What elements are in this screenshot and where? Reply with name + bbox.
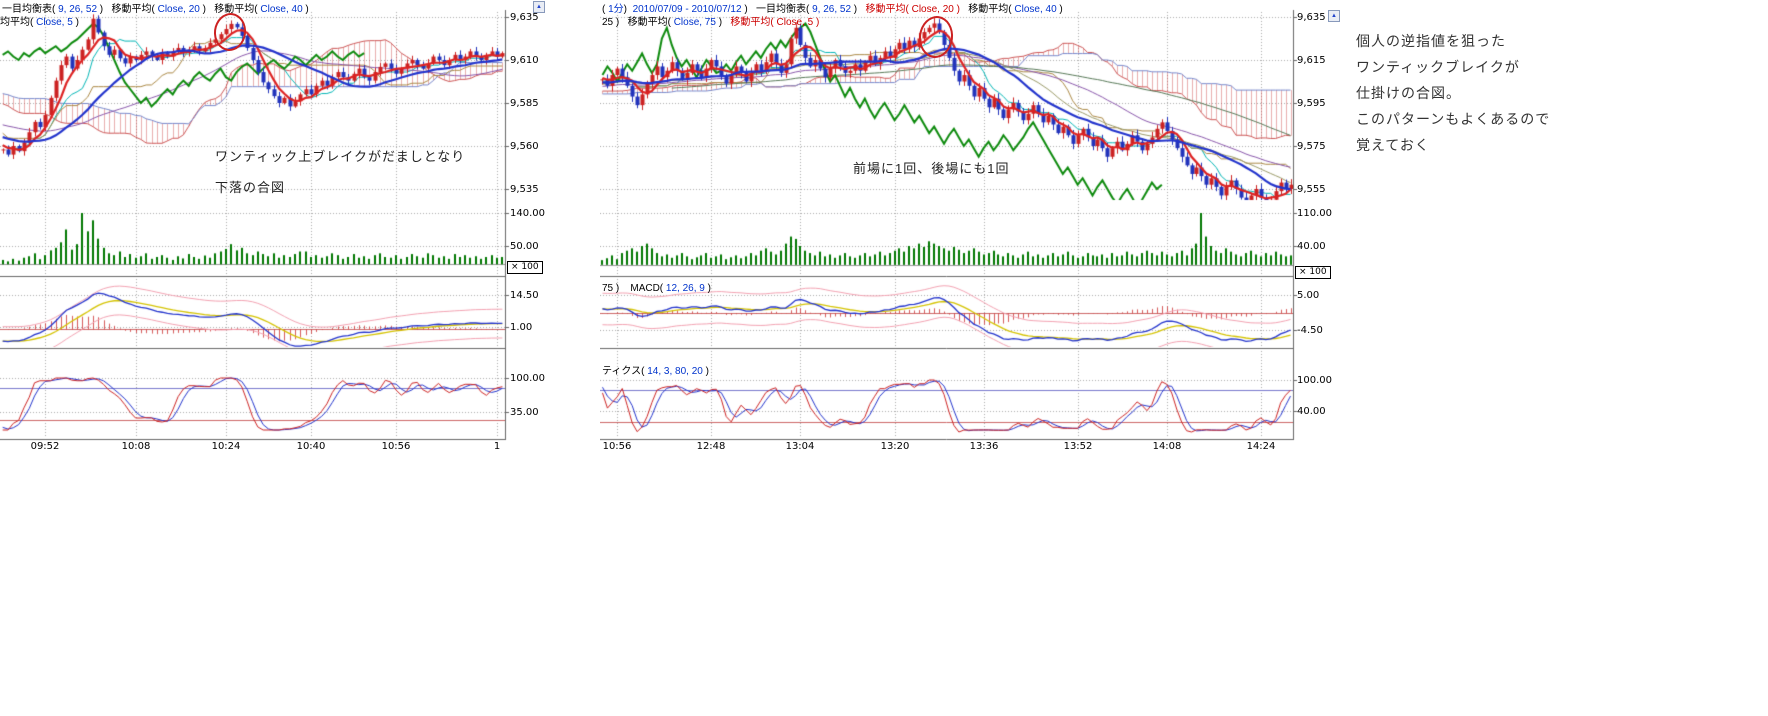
header-segment: )	[702, 366, 709, 377]
stoch-axis-label: 35.00	[510, 407, 539, 418]
header-segment: 移動平均(	[214, 4, 261, 15]
time-axis-label: 1	[493, 441, 501, 452]
volume-axis-label: 50.00	[510, 241, 539, 252]
header-segment: )	[623, 4, 633, 15]
chart-annotation: ワンティック上ブレイクがだましとなり	[215, 149, 466, 164]
header-segment: (	[602, 4, 609, 15]
header-segment: 移動平均(	[968, 4, 1015, 15]
header-segment: 一目均衡表(	[756, 4, 813, 15]
volume-axis-label: 40.00	[1297, 241, 1326, 252]
time-axis-label: 09:52	[30, 441, 60, 452]
header-segment: )	[302, 4, 309, 15]
header-segment: )	[97, 4, 112, 15]
candlestick-chart-canvas[interactable]	[0, 0, 545, 460]
volume-unit-badge: × 100	[507, 261, 543, 274]
header-segment: Close, 75	[673, 17, 716, 28]
header-segment: ティクス(	[602, 366, 648, 377]
volume-axis-label: 140.00	[510, 208, 545, 219]
price-axis-label: 9,635	[510, 12, 539, 23]
price-axis-label: 9,560	[510, 141, 539, 152]
memo-line: 個人の逆指値を狙った	[1356, 33, 1506, 49]
header-segment: )	[741, 4, 756, 15]
candlestick-chart-canvas[interactable]	[600, 0, 1340, 460]
header-segment: )	[199, 4, 215, 15]
price-axis-label: 9,535	[510, 184, 539, 195]
header-segment: )	[1056, 4, 1063, 15]
time-axis-label: 12:48	[696, 441, 726, 452]
volume-unit-badge: × 100	[1295, 266, 1331, 279]
time-axis-label: 13:20	[880, 441, 910, 452]
header-segment: 移動平均( Close, 20 )	[865, 4, 960, 15]
header-segment: )	[851, 4, 866, 15]
scroll-up-icon[interactable]: ▲	[1328, 10, 1340, 22]
chart-annotation: 下落の合図	[215, 180, 286, 195]
chart-annotation: 前場に1回、後場にも1回	[853, 161, 1010, 176]
header-segment: 25 )	[602, 17, 628, 28]
price-axis-label: 9,635	[1297, 12, 1326, 23]
chart-panel-left: 9,635 9,610 9,585 9,560 9,535 140.00 50.00 14.5…	[0, 0, 545, 462]
header-segment: 移動平均(	[627, 17, 674, 28]
time-axis-label: 14:08	[1152, 441, 1182, 452]
header-segment: Close, 40	[260, 4, 303, 15]
header-segment: 2010/07/09 - 2010/07/12	[632, 4, 742, 15]
header-segment: 一目均衡表(	[2, 4, 59, 15]
time-axis-label: 13:36	[969, 441, 999, 452]
time-axis-label: 10:08	[121, 441, 151, 452]
memo-note: 個人の逆指値を狙った ワンティックブレイクが 仕掛けの合図。 このパターンもよく…	[1356, 28, 1550, 158]
header-segment: 9, 26, 52	[58, 4, 98, 15]
stochastic-header: ティクス( 14, 3, 80, 20 )	[602, 362, 709, 377]
indicator-header-line1: ( 1分) 2010/07/09 - 2010/07/12 ) 一目均衡表( 9…	[602, 0, 1063, 15]
indicator-header-line1: 一目均衡表( 9, 26, 52 ) 移動平均( Close, 20 ) 移動平…	[2, 0, 309, 15]
chart-panel-right: 9,635 9,615 9,595 9,575 9,555 110.00 40.00 5.00…	[600, 0, 1340, 462]
header-segment: 1分	[608, 4, 624, 15]
header-segment: 75 )	[602, 283, 631, 294]
indicator-header-line2: 25 ) 移動平均( Close, 75 ) 移動平均( Close, 5 )	[602, 13, 819, 28]
header-segment: Close, 40	[1014, 4, 1057, 15]
header-segment: 移動平均( Close, 5 )	[730, 17, 820, 28]
header-segment: 移動平均(	[111, 4, 158, 15]
stoch-axis-label: 100.00	[1297, 375, 1332, 386]
volume-axis-label: 110.00	[1297, 208, 1332, 219]
header-segment: 12, 26, 9	[665, 283, 705, 294]
stoch-axis-label: 40.00	[1297, 406, 1326, 417]
header-segment: 均平均(	[0, 17, 37, 28]
price-axis-label: 9,610	[510, 55, 539, 66]
time-axis-label: 14:24	[1246, 441, 1276, 452]
memo-line: ワンティックブレイクが	[1356, 59, 1520, 75]
macd-axis-label: 14.50	[510, 290, 539, 301]
header-segment: 14, 3, 80, 20	[647, 366, 703, 377]
header-segment: )	[715, 17, 731, 28]
header-segment: )	[72, 17, 79, 28]
header-segment: Close, 5	[36, 17, 73, 28]
time-axis-label: 13:52	[1063, 441, 1093, 452]
price-axis-label: 9,615	[1297, 55, 1326, 66]
macd-header: 75 ) MACD( 12, 26, 9 )	[602, 283, 711, 294]
time-axis-label: 10:24	[211, 441, 241, 452]
price-axis-label: 9,585	[510, 98, 539, 109]
memo-line: 覚えておく	[1356, 137, 1430, 153]
scroll-up-icon[interactable]: ▲	[533, 1, 545, 13]
macd-axis-label: 1.00	[510, 322, 533, 333]
indicator-header-line2: 均平均( Close, 5 )	[0, 13, 79, 28]
macd-axis-label: 5.00	[1297, 290, 1320, 301]
stoch-axis-label: 100.00	[510, 373, 545, 384]
time-axis-label: 10:56	[602, 441, 632, 452]
price-axis-label: 9,575	[1297, 141, 1326, 152]
time-axis-label: 10:40	[296, 441, 326, 452]
header-segment: Close, 20	[157, 4, 200, 15]
header-segment: MACD(	[630, 283, 666, 294]
price-axis-label: 9,595	[1297, 98, 1326, 109]
header-segment: 9, 26, 52	[812, 4, 852, 15]
macd-axis-label: -4.50	[1297, 325, 1323, 336]
memo-line: 仕掛けの合図。	[1356, 85, 1461, 101]
time-axis-label: 13:04	[785, 441, 815, 452]
price-axis-label: 9,555	[1297, 184, 1326, 195]
memo-line: このパターンもよくあるので	[1356, 111, 1551, 127]
time-axis-label: 10:56	[381, 441, 411, 452]
header-segment: )	[704, 283, 711, 294]
